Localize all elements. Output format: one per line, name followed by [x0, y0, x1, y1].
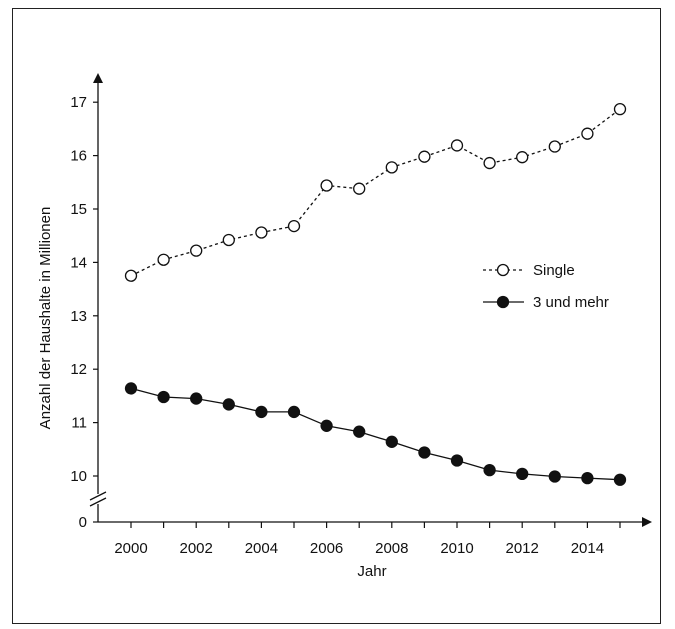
- data-point-2-2011: [483, 463, 496, 477]
- y-tick-label: 16: [70, 148, 87, 165]
- x-tick-label: 2004: [245, 540, 278, 557]
- data-point-2-2009: [418, 446, 431, 459]
- data-point-2-2015: [613, 473, 627, 486]
- data-point-2-2008: [385, 435, 398, 448]
- y-tick-label: 17: [70, 94, 87, 111]
- data-point-1-2005: [287, 219, 301, 233]
- data-point-2-2002: [190, 392, 203, 405]
- legend-marker: [496, 295, 510, 309]
- axis-break-mark: [89, 491, 107, 501]
- data-point-2-2006: [320, 419, 333, 432]
- data-point-1-2009: [418, 150, 431, 163]
- data-point-2-2010: [450, 454, 464, 467]
- data-point-2-2004: [255, 405, 268, 419]
- x-tick-label: 2000: [114, 540, 147, 557]
- data-point-1-2015: [613, 102, 627, 116]
- data-point-1-2011: [483, 156, 496, 170]
- series-line-2: [130, 387, 621, 481]
- data-point-1-2006: [320, 179, 333, 192]
- x-tick-label: 2006: [310, 540, 343, 557]
- axis-break-mark: [89, 497, 107, 507]
- data-point-2-2005: [287, 405, 301, 419]
- x-tick-label: 2010: [440, 540, 473, 557]
- y-tick-label: 12: [70, 361, 87, 378]
- y-tick-label: 15: [70, 201, 87, 218]
- x-tick-label: 2002: [180, 540, 213, 557]
- y-axis-label: Anzahl der Haushalte in Millionen: [37, 207, 54, 430]
- y-tick-label: 14: [70, 254, 87, 271]
- data-point-1-2004: [255, 226, 268, 239]
- data-point-2-2001: [157, 390, 170, 404]
- y-axis-arrow: [93, 73, 103, 83]
- legend-marker: [496, 263, 510, 277]
- data-point-1-2001: [157, 253, 170, 266]
- chart-frame: [12, 8, 661, 624]
- series-line-1: [130, 108, 621, 277]
- y-tick-label: 0: [79, 514, 87, 531]
- y-tick-label: 13: [70, 308, 87, 325]
- x-axis-label: Jahr: [357, 563, 386, 580]
- x-axis-arrow: [642, 517, 652, 527]
- data-point-2-2014: [581, 471, 594, 485]
- x-tick-label: 2012: [506, 540, 539, 557]
- series-lines: [130, 108, 621, 481]
- x-tick-label: 2008: [375, 540, 408, 557]
- data-point-1-2013: [548, 140, 561, 153]
- axes: [89, 73, 652, 527]
- data-point-2-2007: [353, 425, 366, 438]
- data-point-2-2000: [124, 382, 138, 395]
- legend-label: 3 und mehr: [533, 294, 609, 311]
- data-point-1-2007: [353, 182, 366, 195]
- data-point-2-2012: [516, 467, 529, 481]
- y-tick-label: 10: [70, 468, 87, 485]
- x-tick-label: 2014: [571, 540, 604, 557]
- ticks: 0 10 11 12 13 14 15 16 17 2000 2002 2004 2006 2008 201…: [70, 94, 621, 557]
- legend-label: Single: [533, 262, 575, 279]
- legend: Single 3 und mehr: [483, 262, 609, 311]
- data-point-1-2010: [450, 139, 464, 152]
- series-points: [124, 102, 627, 486]
- data-point-1-2012: [516, 151, 529, 164]
- y-tick-label: 11: [71, 415, 87, 432]
- data-point-2-2013: [548, 470, 561, 483]
- data-point-1-2000: [124, 269, 138, 282]
- data-point-1-2002: [190, 244, 203, 257]
- data-point-1-2014: [581, 127, 594, 140]
- data-point-1-2008: [385, 161, 398, 174]
- data-point-1-2003: [222, 233, 235, 247]
- data-point-2-2003: [222, 398, 235, 411]
